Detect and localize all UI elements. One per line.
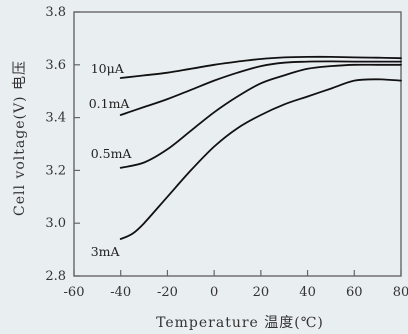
- series-label: 10μA: [91, 61, 125, 76]
- x-axis-ticks: -60 -40 -20 0 20 40 60 80: [64, 270, 408, 300]
- series-label: 0.1mA: [89, 96, 131, 111]
- x-tick-label: 80: [393, 285, 408, 300]
- series-line: [119, 60, 402, 116]
- x-tick-label: 0: [210, 285, 218, 300]
- series-label: 3mA: [91, 244, 121, 259]
- x-tick-label: 20: [253, 285, 270, 300]
- x-tick-label: 60: [346, 285, 363, 300]
- series-label: 0.5mA: [91, 146, 133, 161]
- y-axis-title: Cell voltage(V) 电压: [12, 60, 28, 216]
- y-tick-label: 3.6: [45, 58, 66, 73]
- y-axis-ticks: 2.8 3.0 3.2 3.4 3.6 3.8: [45, 5, 80, 284]
- y-tick-label: 3.0: [45, 216, 66, 231]
- x-tick-label: -40: [110, 285, 131, 300]
- x-tick-label: -20: [157, 285, 178, 300]
- y-tick-label: 3.8: [45, 5, 66, 20]
- plot-frame: [73, 11, 402, 277]
- y-tick-label: 2.8: [45, 269, 66, 284]
- series-line: [119, 55, 402, 79]
- y-tick-label: 3.2: [45, 163, 66, 178]
- x-tick-label: 40: [299, 285, 316, 300]
- curve-labels: 10μA 0.1mA 0.5mA 3mA: [89, 61, 133, 259]
- series-line: [119, 78, 402, 240]
- series-layer: [119, 55, 402, 240]
- y-tick-label: 3.4: [45, 111, 66, 126]
- x-axis-title: Temperature 温度(℃): [156, 315, 324, 331]
- x-tick-label: -60: [64, 285, 85, 300]
- series-line: [119, 63, 402, 169]
